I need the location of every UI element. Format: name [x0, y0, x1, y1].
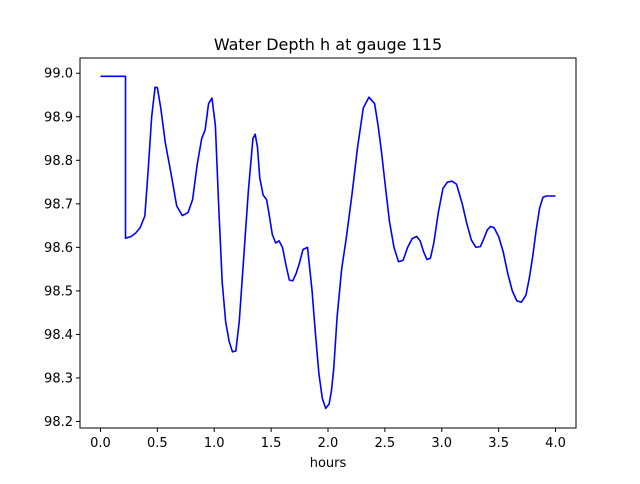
chart-title: Water Depth h at gauge 115: [214, 35, 442, 54]
y-tick-label: 98.6: [44, 241, 73, 256]
x-axis-label: hours: [310, 456, 347, 471]
series-line: [100, 75, 556, 410]
plot-frame: [79, 57, 577, 429]
y-tick-label: 98.2: [44, 415, 73, 430]
y-tick-label: 98.8: [44, 154, 73, 169]
y-tick-label: 98.9: [44, 110, 73, 125]
plot-area: [80, 58, 576, 428]
y-tick-label: 99.0: [44, 67, 73, 82]
y-tick-label: 98.4: [44, 328, 73, 343]
y-axis-ticks: 98.2 98.3 98.4 98.5 98.6 98.7 98.8 98.9 99.0: [44, 67, 80, 430]
x-tick-label: 0.5: [147, 436, 168, 451]
y-tick-label: 98.5: [44, 284, 73, 299]
x-tick-label: 1.5: [261, 436, 282, 451]
x-tick-label: 2.0: [318, 436, 339, 451]
x-tick-label: 1.0: [204, 436, 225, 451]
x-tick-label: 0.0: [90, 436, 111, 451]
y-tick-label: 98.3: [44, 371, 73, 386]
x-tick-label: 3.0: [431, 436, 452, 451]
y-tick-label: 98.7: [44, 197, 73, 212]
x-tick-label: 3.5: [488, 436, 509, 451]
x-tick-label: 4.0: [545, 436, 566, 451]
x-tick-label: 2.5: [375, 436, 396, 451]
x-axis-ticks: 0.0 0.5 1.0 1.5 2.0 2.5 3.0 3.5 4.0: [90, 428, 566, 451]
